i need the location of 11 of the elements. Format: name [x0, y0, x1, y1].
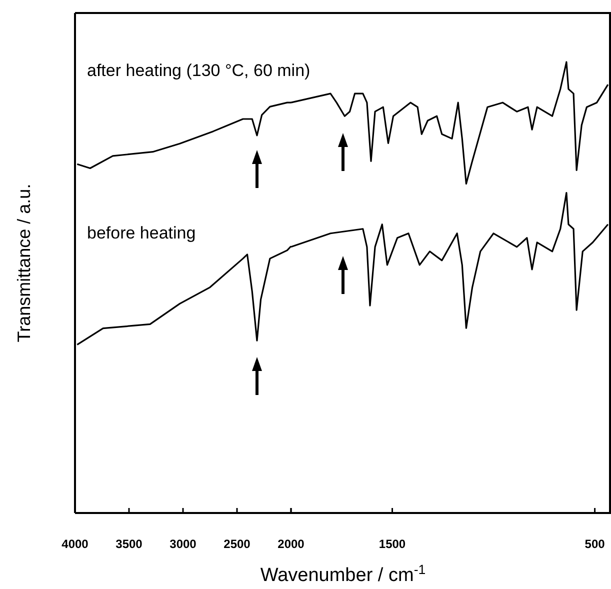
x-tick-label: 4000	[62, 537, 89, 551]
text: before heating	[87, 224, 196, 243]
x-axis-title: Wavenumber / cm$^{-1}$	[260, 562, 426, 586]
series-label: after heating (130 °C, 60 min)	[87, 61, 310, 80]
x-tick-label: 3000	[170, 537, 197, 551]
x-tick-label: 2000	[278, 537, 305, 551]
y-axis-title: Transmittance / a.u.	[14, 184, 34, 342]
x-tick-label: 1500	[378, 537, 406, 551]
x-tick-label: 2500	[224, 537, 251, 551]
x-tick-label: 500	[584, 537, 606, 551]
x-tick-label: 3500	[116, 537, 143, 551]
